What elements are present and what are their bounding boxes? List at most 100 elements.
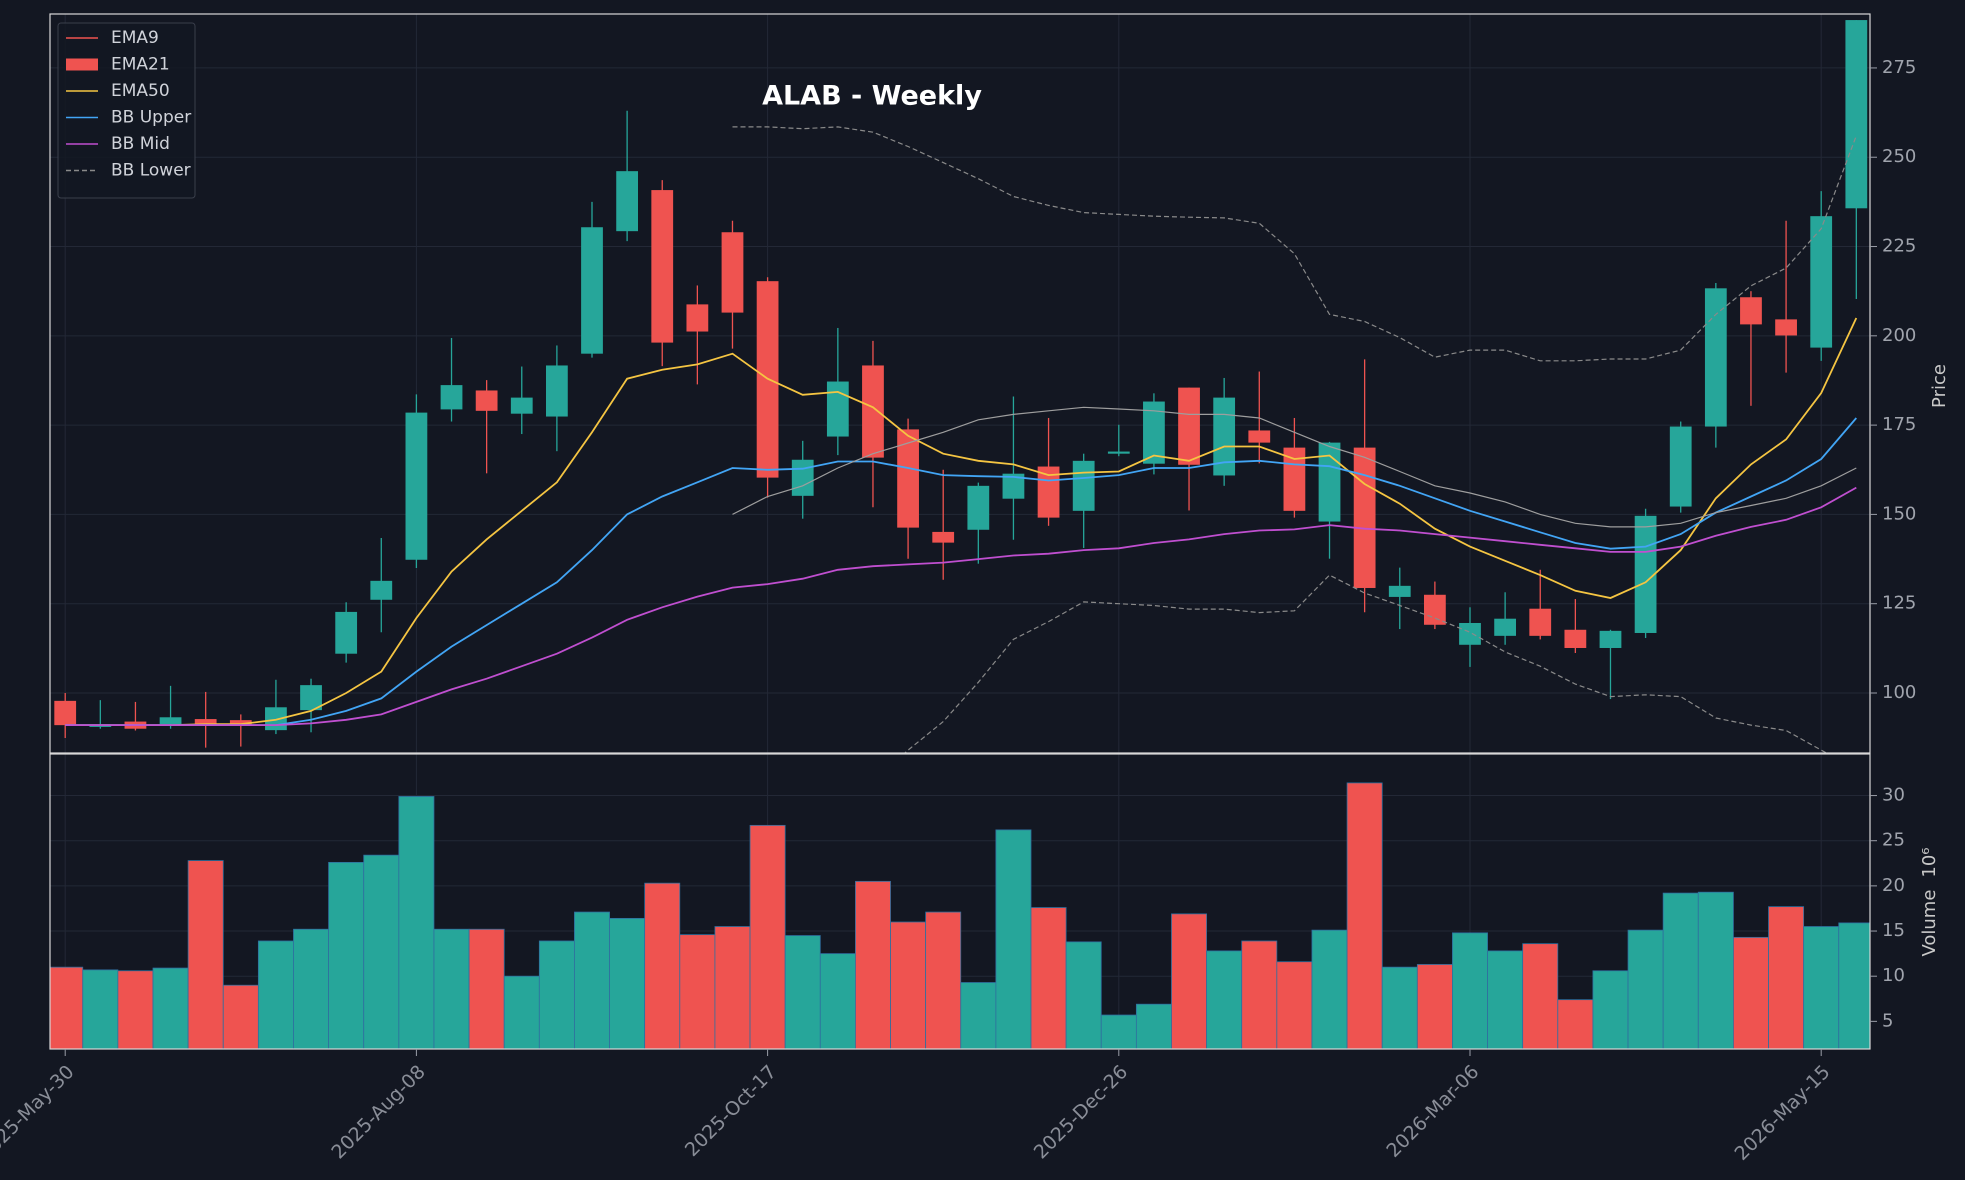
y-tick-label: 10	[1882, 965, 1905, 986]
volume-bar	[995, 829, 1032, 1049]
candle-body	[686, 304, 709, 332]
candle-body	[1704, 288, 1727, 427]
indicator-line	[732, 126, 1857, 362]
volume-bar	[328, 861, 365, 1049]
y-tick-label: 275	[1882, 57, 1916, 78]
candle-body	[300, 685, 322, 711]
volume-bars	[50, 782, 1870, 1049]
y-tick-label: 20	[1882, 875, 1905, 896]
candle-body	[581, 227, 603, 354]
candle-body	[721, 232, 744, 313]
volume-bar	[714, 926, 751, 1049]
volume-frame	[49, 753, 1871, 1050]
candle-body	[1107, 451, 1130, 454]
volume-bar	[1768, 906, 1805, 1049]
volume-bar	[1733, 936, 1769, 1049]
volume-label: Volume 10⁶	[1919, 847, 1940, 956]
price-label: Price	[1929, 364, 1950, 408]
volume-bar	[538, 940, 575, 1049]
volume-bar	[152, 967, 189, 1049]
candle-body	[1845, 20, 1868, 209]
volume-bar	[1381, 966, 1418, 1049]
volume-bar	[1135, 1003, 1172, 1049]
indicator-line	[65, 317, 1858, 726]
volume-bar	[503, 975, 540, 1049]
chart-title: ALAB - Weekly	[762, 81, 982, 112]
candle-body	[1599, 630, 1622, 648]
candle-body	[405, 412, 428, 560]
candle-body	[510, 397, 533, 414]
indicator-line	[904, 574, 1828, 753]
candle-body	[1178, 387, 1200, 465]
candle-body	[1564, 629, 1587, 648]
candle-body	[932, 531, 955, 543]
y-tick-label: 250	[1882, 146, 1916, 167]
candle-body	[1353, 447, 1376, 588]
candle-body	[475, 390, 498, 411]
candle-body	[89, 725, 112, 727]
indicator-line	[732, 406, 1857, 528]
candle-body	[1248, 430, 1271, 443]
volume-bar	[222, 984, 259, 1049]
y-tick-label: 100	[1882, 682, 1916, 703]
volume-bar	[749, 824, 786, 1049]
candle-body	[194, 719, 217, 725]
volume-bar	[1452, 932, 1488, 1049]
candle-body	[159, 717, 182, 725]
volume-bar	[1276, 961, 1313, 1049]
volume-bar	[855, 880, 891, 1049]
volume-bar	[1557, 999, 1594, 1049]
candle-body	[1775, 319, 1797, 336]
volume-bar	[1346, 782, 1383, 1049]
legend-label: EMA50	[111, 81, 170, 101]
volume-bar	[433, 928, 470, 1049]
candle-body	[651, 190, 674, 343]
volume-scale: 10⁶	[1919, 847, 1940, 877]
volume-bar	[644, 882, 681, 1049]
volume-bar	[1311, 929, 1348, 1049]
volume-bar	[293, 928, 330, 1049]
y-tick-label: 150	[1882, 503, 1916, 524]
candle-body	[1143, 401, 1165, 464]
y-tick-label: 175	[1882, 414, 1916, 435]
candle-body	[335, 611, 358, 654]
candle-body	[1388, 585, 1411, 597]
volume-bar	[1206, 950, 1243, 1049]
candle-body	[967, 485, 990, 530]
y-tick-label: 5	[1882, 1010, 1893, 1031]
candle-body	[370, 580, 393, 600]
candle-body	[1669, 426, 1692, 507]
candle-body	[897, 429, 919, 528]
candle-body	[862, 365, 884, 458]
volume-bar	[1171, 913, 1207, 1049]
candle-body	[826, 381, 849, 437]
indicator-line	[65, 417, 1857, 726]
volume-bar	[925, 911, 962, 1049]
price-frame	[49, 13, 1871, 754]
y-tick-label: 25	[1882, 830, 1905, 851]
volume-bar	[50, 966, 84, 1049]
y-tick-label: 200	[1882, 325, 1916, 346]
candle-body	[791, 459, 814, 496]
volume-bar	[1065, 941, 1102, 1049]
volume-bar	[1030, 907, 1067, 1049]
y-tick-label: 225	[1882, 236, 1916, 257]
volume-bar	[257, 940, 294, 1049]
volume-bar	[1803, 926, 1840, 1049]
volume-bar	[468, 928, 505, 1049]
candle-body	[229, 720, 252, 726]
volume-bar	[1522, 943, 1559, 1049]
volume-bar	[1241, 940, 1278, 1049]
legend-swatch	[66, 58, 98, 71]
volume-bar	[890, 921, 927, 1049]
candles	[54, 20, 1868, 748]
candle-body	[1810, 216, 1833, 348]
volume-bar	[1838, 922, 1870, 1049]
candle-body	[1213, 397, 1236, 476]
legend-label: BB Lower	[111, 161, 191, 181]
candle-body	[440, 385, 463, 410]
candle-body	[616, 171, 639, 232]
candle-body	[545, 365, 568, 417]
volume-bar	[819, 953, 856, 1049]
volume-bar	[82, 969, 119, 1049]
